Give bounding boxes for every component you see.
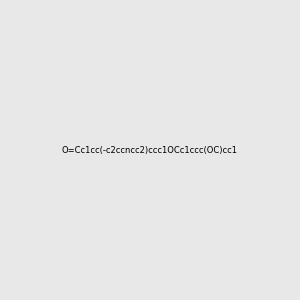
Text: O=Cc1cc(-c2ccncc2)ccc1OCc1ccc(OC)cc1: O=Cc1cc(-c2ccncc2)ccc1OCc1ccc(OC)cc1 bbox=[62, 146, 238, 154]
